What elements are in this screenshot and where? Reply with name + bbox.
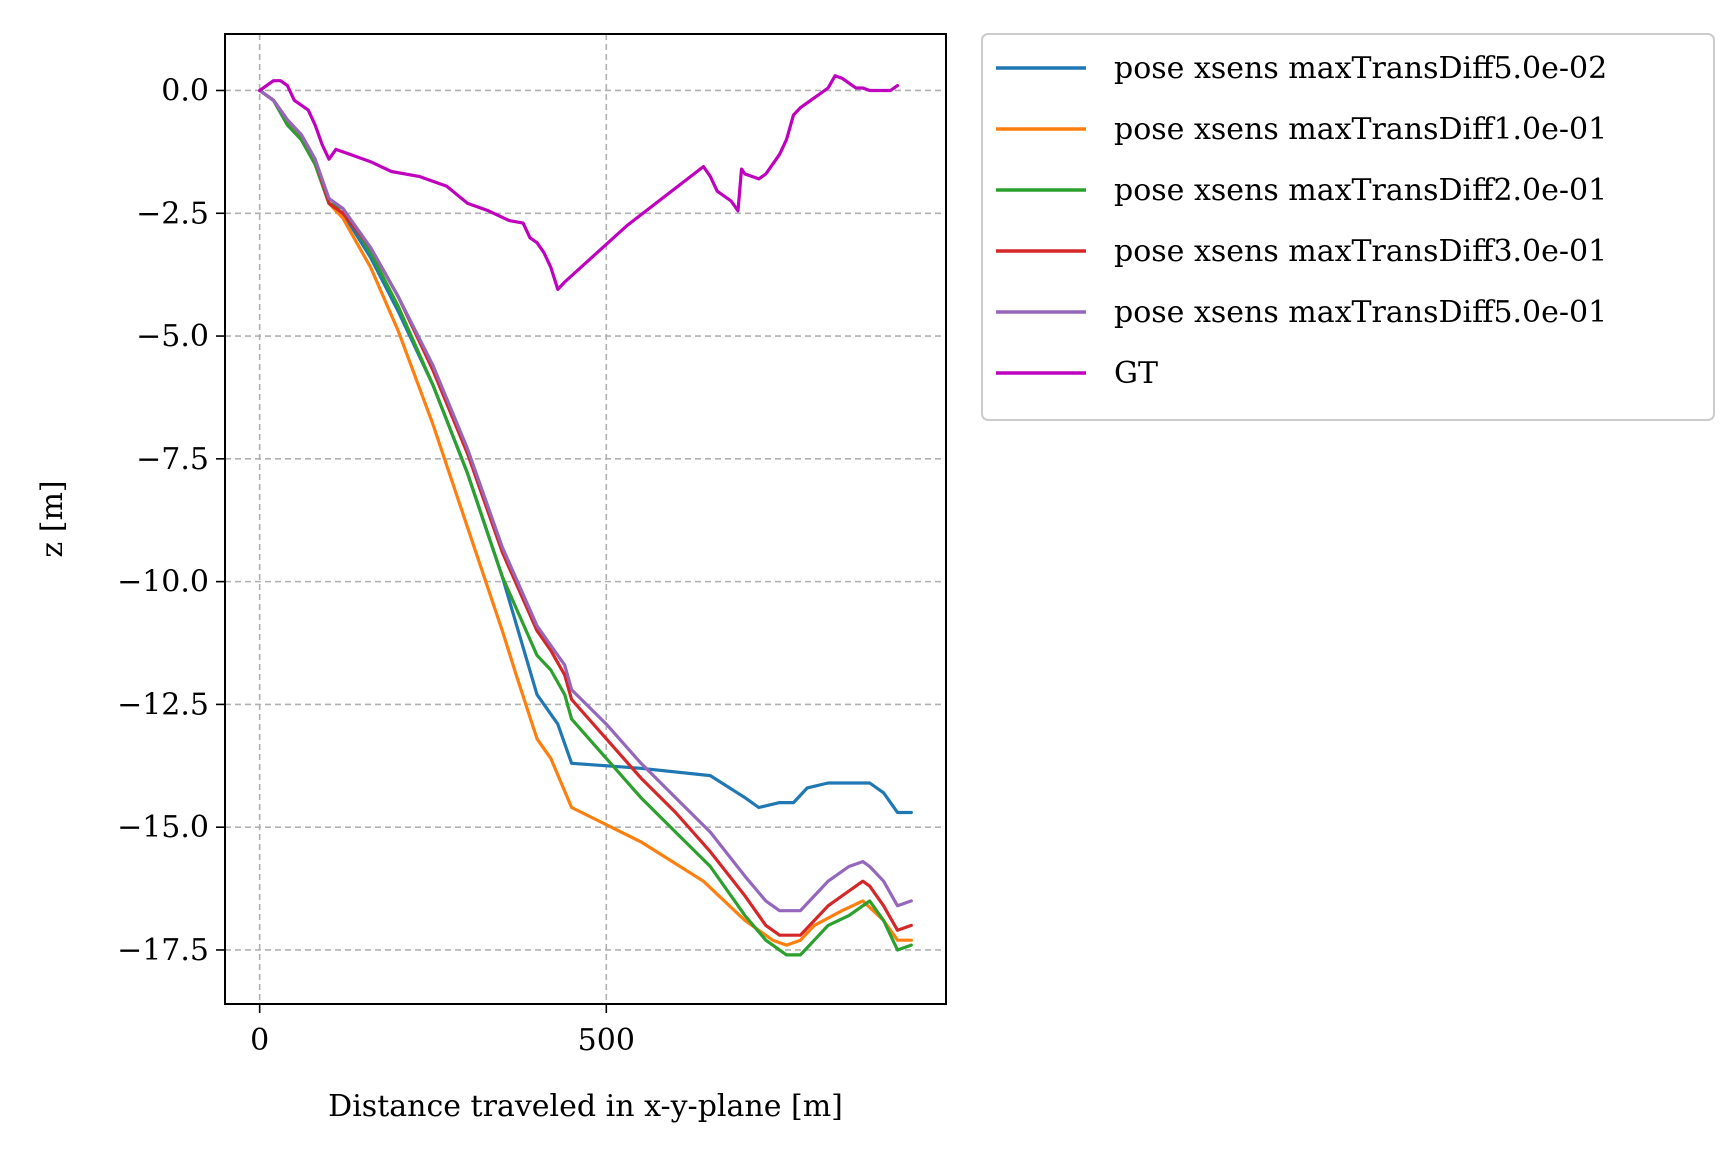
y-tick-label: −7.5	[136, 442, 209, 477]
legend: pose xsens maxTransDiff5.0e-02 pose xsens…	[981, 33, 1715, 421]
legend-box	[981, 33, 1715, 421]
legend-item-label: pose xsens maxTransDiff1.0e-01	[1114, 112, 1607, 147]
y-tick-label: −2.5	[136, 196, 209, 231]
series-line	[258, 74, 900, 291]
legend-item-label: pose xsens maxTransDiff5.0e-02	[1114, 51, 1607, 86]
y-tick-label: −12.5	[117, 687, 209, 722]
series-line	[258, 88, 913, 937]
y-tick-label: −17.5	[117, 933, 209, 968]
y-axis-label: z [m]	[35, 480, 70, 557]
legend-item-label: pose xsens maxTransDiff5.0e-01	[1114, 295, 1607, 330]
y-tick-label: 0.0	[161, 73, 209, 108]
legend-item-label: pose xsens maxTransDiff2.0e-01	[1114, 173, 1607, 208]
x-axis-label: Distance traveled in x-y-plane [m]	[328, 1089, 843, 1124]
series-line	[258, 88, 913, 913]
y-tick-label: −15.0	[117, 810, 209, 845]
y-tick-label: −10.0	[117, 565, 209, 600]
axis-ticks: 0 500 0.0 −2.5 −5.0 −7.5 −10.0 −12.5 −15.0 −17.5	[117, 73, 635, 1058]
series-lines	[258, 74, 913, 957]
legend-item-label: GT	[1114, 356, 1158, 391]
x-tick-label: 0	[250, 1023, 269, 1058]
y-tick-label: −5.0	[136, 319, 209, 354]
plot-area-frame	[224, 33, 947, 1005]
legend-item-label: pose xsens maxTransDiff3.0e-01	[1114, 234, 1607, 269]
x-tick-label: 500	[578, 1023, 635, 1058]
